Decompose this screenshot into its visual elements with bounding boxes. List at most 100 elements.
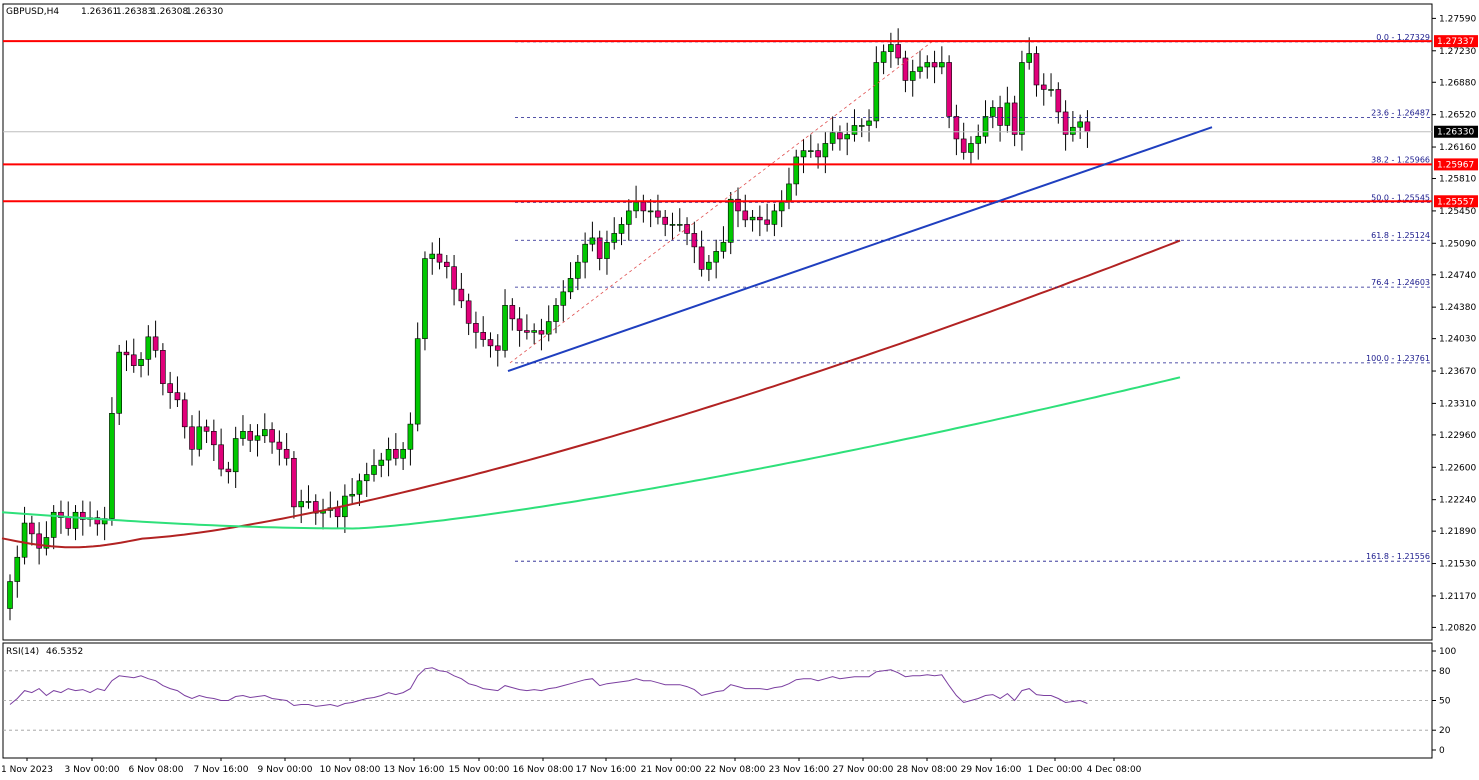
candle — [909, 59, 916, 97]
candle — [975, 124, 982, 160]
candle — [727, 192, 734, 255]
candle — [1019, 50, 1025, 151]
candle — [203, 419, 210, 443]
ohlc-close: 1.26330 — [186, 7, 223, 17]
bear-candle-body — [167, 383, 173, 393]
bull-candle-body — [138, 359, 144, 366]
bull-candle-body — [240, 430, 246, 439]
bull-candle-body — [422, 258, 428, 339]
candle — [50, 505, 57, 550]
bull-candle-body — [1026, 53, 1032, 63]
candle — [1040, 73, 1047, 106]
price-tick-label: 1.27590 — [1439, 14, 1476, 24]
candle — [625, 199, 632, 241]
bull-candle-body — [582, 243, 588, 263]
level-price-label: 1.25967 — [1437, 160, 1474, 170]
price-tick-label: 1.21530 — [1439, 560, 1476, 570]
bull-candle-body — [21, 522, 28, 558]
time-tick-label: 28 Nov 08:00 — [897, 765, 958, 775]
bull-candle-body — [378, 459, 385, 466]
candle — [123, 340, 130, 372]
price-tick-label: 1.22600 — [1439, 463, 1476, 473]
candle — [109, 397, 115, 526]
candle — [400, 442, 406, 470]
candle — [1062, 100, 1069, 151]
candle — [116, 344, 122, 426]
candle — [669, 212, 676, 241]
bull-candle-body — [968, 143, 974, 153]
candle — [698, 230, 705, 277]
bull-candle-body — [589, 237, 596, 245]
candle — [21, 506, 28, 565]
time-tick-label: 13 Nov 16:00 — [384, 765, 445, 775]
candle — [436, 237, 443, 270]
candle — [822, 131, 829, 174]
bull-candle-body — [116, 351, 122, 414]
time-tick-label: 16 Nov 08:00 — [513, 765, 574, 775]
candle — [749, 210, 756, 232]
candle — [997, 95, 1003, 142]
price-tick-label: 1.25810 — [1439, 175, 1476, 185]
candle — [240, 415, 246, 446]
bull-candle-body — [829, 132, 836, 144]
candle — [1033, 46, 1040, 97]
candle — [349, 478, 355, 504]
candle — [902, 50, 909, 93]
bull-candle-body — [429, 253, 436, 259]
bear-candle-body — [291, 457, 297, 508]
bear-candle-body — [130, 354, 137, 366]
time-axis: 1 Nov 2023 3 Nov 00:00 6 Nov 08:00 7 Nov 16… — [1, 758, 1142, 775]
candle — [880, 44, 887, 75]
price-tick-label: 1.27230 — [1439, 47, 1476, 57]
price-tick-label: 1.20820 — [1439, 623, 1476, 633]
candle — [807, 134, 814, 158]
price-tick-label: 1.24740 — [1439, 271, 1476, 281]
last-price-box — [1434, 125, 1478, 138]
candle — [232, 426, 239, 488]
bull-candle-body — [502, 305, 508, 351]
bull-candle-body — [349, 493, 355, 497]
bull-candle-body — [939, 62, 945, 68]
bear-candle-body — [436, 253, 443, 263]
bull-candle-body — [50, 511, 57, 538]
bull-candle-body — [531, 330, 537, 333]
candle — [181, 392, 188, 439]
bear-candle-body — [757, 216, 763, 221]
bear-candle-body — [80, 511, 86, 520]
price-tick-label: 1.26880 — [1439, 78, 1476, 88]
candle — [531, 323, 537, 345]
candle — [43, 521, 50, 556]
fib-level-label: 76.4 - 1.24603 — [1371, 278, 1430, 287]
bear-candle-body — [211, 430, 217, 446]
bear-candle-body — [312, 501, 319, 514]
candle — [291, 451, 297, 519]
candle — [160, 343, 166, 396]
candle — [618, 217, 625, 246]
level-price-label: 1.27337 — [1437, 37, 1474, 47]
moving-average-red — [1, 239, 1181, 549]
bull-candle-body — [14, 556, 21, 582]
bull-candle-body — [749, 216, 756, 221]
candle — [509, 298, 516, 331]
bear-candle-body — [960, 138, 967, 153]
candle — [524, 314, 530, 340]
candle — [29, 515, 35, 546]
candle — [487, 332, 494, 358]
candle — [662, 210, 669, 237]
bull-candle-body — [414, 338, 421, 425]
bull-candle-body — [1048, 89, 1054, 91]
candle — [371, 449, 377, 482]
bear-candle-body — [1055, 89, 1062, 113]
candle — [735, 187, 741, 228]
bull-candle-body — [786, 183, 792, 203]
bull-candle-body — [822, 143, 829, 158]
fib-anchor-line — [509, 41, 933, 364]
candle — [596, 230, 603, 271]
candle — [189, 415, 195, 466]
bear-candle-body — [94, 517, 101, 525]
candle — [356, 473, 363, 506]
bear-candle-body — [458, 288, 465, 302]
bear-candle-body — [465, 300, 472, 324]
bear-candle-body — [538, 330, 545, 335]
bull-candle-body — [1019, 62, 1025, 135]
